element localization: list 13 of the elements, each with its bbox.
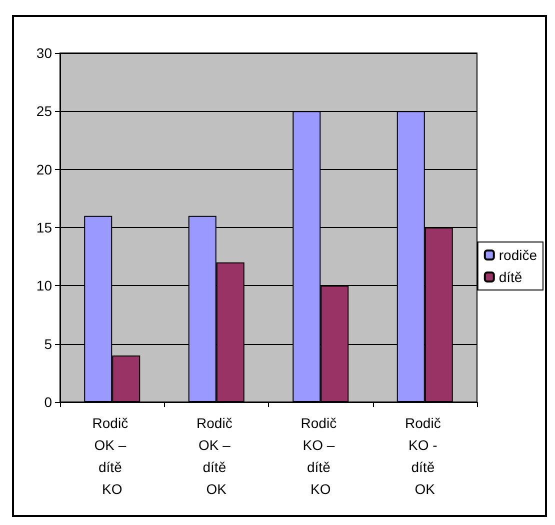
x-tick-label: Rodič KO - dítě OK (405, 415, 445, 497)
x-tick-label: Rodič OK – dítě KO (92, 415, 132, 497)
legend-label: rodiče (498, 247, 538, 263)
y-tick-label: 5 (44, 336, 52, 352)
y-tick-label: 30 (36, 45, 52, 61)
y-tick-label: 15 (36, 220, 52, 236)
x-tick-label: Rodič OK – dítě OK (196, 415, 236, 497)
x-tick-label: Rodič KO – dítě KO (300, 415, 340, 497)
legend-label: dítě (498, 269, 522, 285)
y-tick-label: 25 (36, 103, 52, 120)
y-tick-label: 10 (36, 278, 52, 294)
y-tick-label: 20 (36, 161, 52, 178)
y-tick-label: 0 (44, 394, 52, 410)
